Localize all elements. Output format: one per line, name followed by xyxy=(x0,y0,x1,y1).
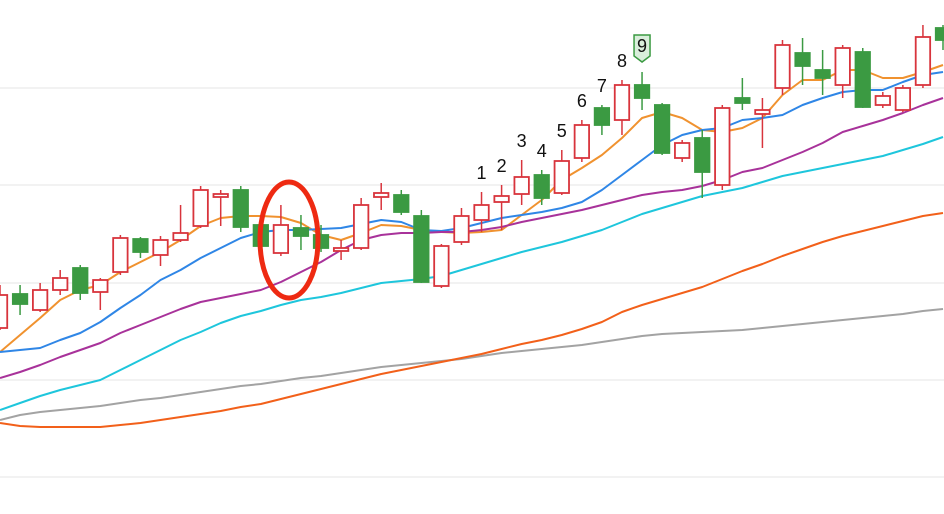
td-badge xyxy=(633,34,651,63)
candle-body xyxy=(292,227,310,237)
candle-body xyxy=(694,137,711,173)
candle-body xyxy=(353,204,370,249)
ma-line xyxy=(0,97,944,379)
candle-body xyxy=(854,51,871,108)
candle-body xyxy=(272,224,290,254)
td-count: 2 xyxy=(497,156,507,176)
candle-body xyxy=(11,293,29,305)
candle-body xyxy=(674,142,691,159)
candle-body xyxy=(513,176,530,195)
candle-body xyxy=(453,215,470,243)
candle-body xyxy=(593,107,611,126)
candle-body xyxy=(914,36,932,86)
candle-body xyxy=(232,189,249,228)
ma-line xyxy=(0,308,944,421)
grid xyxy=(0,87,944,478)
candle-body xyxy=(192,189,209,227)
candle-body xyxy=(573,124,590,159)
candle-body xyxy=(413,215,430,283)
candle-body xyxy=(874,95,891,106)
candle-body xyxy=(152,239,169,256)
candle-body xyxy=(393,194,410,213)
ma-line xyxy=(0,212,944,428)
td-count: 8 xyxy=(617,51,627,71)
candle-body xyxy=(112,237,129,273)
candle-body xyxy=(0,294,9,329)
candle-body xyxy=(814,69,831,79)
candle-body xyxy=(132,238,149,253)
candle-body xyxy=(934,27,944,41)
candle-body xyxy=(212,193,229,198)
td-count: 9 xyxy=(637,36,647,56)
candle-body xyxy=(754,109,771,115)
candle-body xyxy=(714,107,731,186)
td-count: 7 xyxy=(597,76,607,96)
candle-body xyxy=(553,160,570,194)
candle-body xyxy=(613,84,631,121)
td-count: 4 xyxy=(537,141,547,161)
candle-body xyxy=(72,267,89,294)
td-count: 6 xyxy=(577,91,587,111)
candle-body xyxy=(373,192,390,198)
ma-line xyxy=(0,71,944,353)
candle-body xyxy=(653,104,671,154)
candle-body xyxy=(894,87,911,111)
candle-body xyxy=(794,52,811,67)
highlight-circle xyxy=(257,179,321,301)
candle-body xyxy=(533,174,550,199)
candle-body xyxy=(774,44,791,89)
candle-body xyxy=(52,277,69,291)
candle-body xyxy=(473,204,490,221)
ma-line xyxy=(0,136,944,411)
candle-body xyxy=(172,232,189,241)
ma-line xyxy=(0,64,944,353)
td-count: 3 xyxy=(517,131,527,151)
candles xyxy=(0,25,944,330)
candle-body xyxy=(633,84,651,99)
candle-body xyxy=(433,245,450,287)
td-count: 1 xyxy=(477,163,487,183)
candle-body xyxy=(332,247,350,252)
candle-body xyxy=(92,279,109,293)
candle-body xyxy=(834,47,851,86)
candle-body xyxy=(32,289,49,311)
candle-body xyxy=(734,97,751,104)
td-count: 5 xyxy=(557,121,567,141)
candle-body xyxy=(493,195,510,203)
